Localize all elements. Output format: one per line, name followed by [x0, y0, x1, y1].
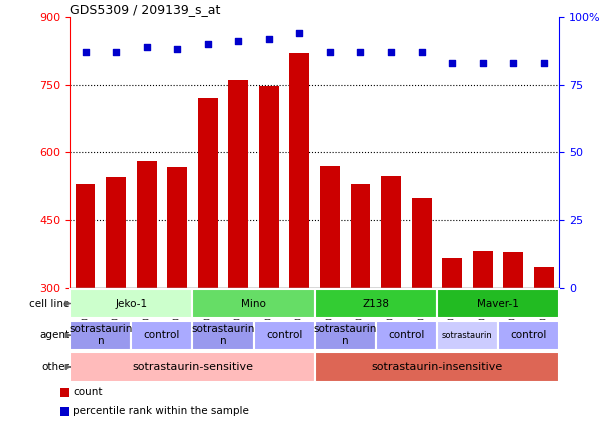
Bar — [60, 388, 69, 397]
Bar — [376, 321, 437, 350]
Bar — [70, 352, 315, 382]
Point — [81, 49, 90, 55]
Text: sotrastaurin
n: sotrastaurin n — [69, 324, 133, 346]
Text: sotrastaurin
n: sotrastaurin n — [191, 324, 255, 346]
Text: percentile rank within the sample: percentile rank within the sample — [73, 406, 249, 416]
Bar — [70, 289, 192, 318]
Text: Z138: Z138 — [362, 299, 389, 308]
Point — [295, 30, 304, 36]
Text: control: control — [266, 330, 302, 340]
Bar — [137, 161, 156, 288]
Bar — [315, 352, 559, 382]
Text: Mino: Mino — [241, 299, 266, 308]
Text: sotrastaurin: sotrastaurin — [442, 331, 493, 340]
Bar — [192, 321, 254, 350]
Bar — [437, 289, 559, 318]
Text: cell line: cell line — [29, 299, 69, 308]
Point — [264, 35, 274, 42]
Bar — [290, 53, 309, 288]
Point — [417, 49, 426, 55]
Text: agent: agent — [39, 330, 69, 340]
Point — [111, 49, 121, 55]
Bar — [198, 98, 218, 288]
Text: sotrastaurin-insensitive: sotrastaurin-insensitive — [371, 362, 502, 372]
Point — [203, 41, 213, 47]
Bar — [503, 253, 523, 288]
Text: count: count — [73, 387, 103, 397]
Text: control: control — [144, 330, 180, 340]
Bar — [473, 251, 492, 288]
Bar — [70, 321, 131, 350]
Text: Maver-1: Maver-1 — [477, 299, 519, 308]
Bar — [229, 80, 248, 288]
Bar — [320, 166, 340, 288]
Point — [447, 60, 457, 66]
Bar — [131, 321, 192, 350]
Bar — [60, 407, 69, 416]
Text: sotrastaurin-sensitive: sotrastaurin-sensitive — [132, 362, 253, 372]
Point — [356, 49, 365, 55]
Point — [172, 46, 182, 53]
Point — [142, 43, 152, 50]
Bar — [254, 321, 315, 350]
Text: sotrastaurin
n: sotrastaurin n — [313, 324, 377, 346]
Bar — [498, 321, 559, 350]
Bar — [315, 289, 437, 318]
Bar — [315, 321, 376, 350]
Text: GDS5309 / 209139_s_at: GDS5309 / 209139_s_at — [70, 3, 221, 16]
Bar — [167, 167, 187, 288]
Point — [539, 60, 549, 66]
Bar — [76, 184, 95, 288]
Point — [386, 49, 396, 55]
Point — [478, 60, 488, 66]
Point — [508, 60, 518, 66]
Bar — [259, 85, 279, 288]
Text: other: other — [41, 362, 69, 372]
Bar — [351, 184, 370, 288]
Text: Jeko-1: Jeko-1 — [115, 299, 147, 308]
Bar — [437, 321, 498, 350]
Bar — [192, 289, 315, 318]
Point — [325, 49, 335, 55]
Bar — [534, 267, 554, 288]
Bar — [412, 198, 431, 288]
Text: control: control — [510, 330, 547, 340]
Bar — [381, 176, 401, 288]
Point — [233, 38, 243, 45]
Text: control: control — [388, 330, 425, 340]
Bar — [106, 177, 126, 288]
Bar — [442, 258, 462, 288]
